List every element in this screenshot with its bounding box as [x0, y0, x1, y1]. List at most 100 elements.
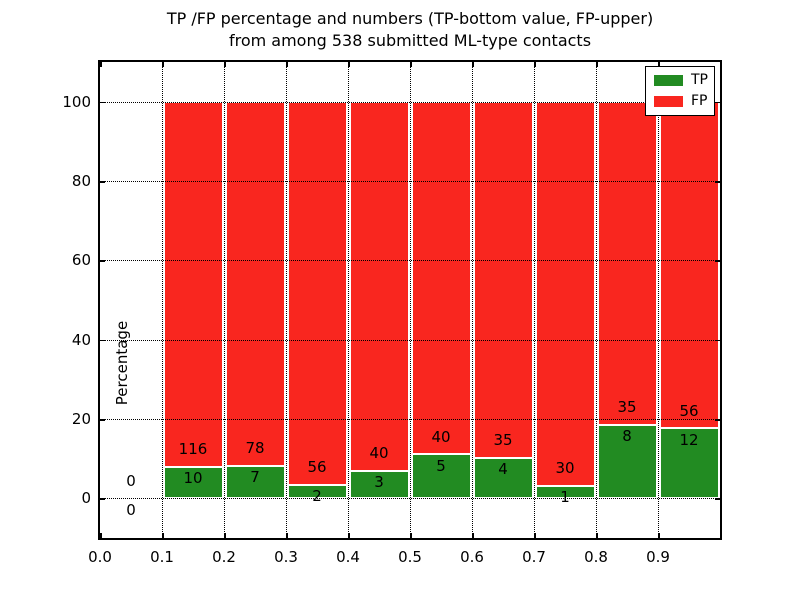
- legend-label: FP: [691, 93, 708, 109]
- tp-count-label: 7: [250, 468, 260, 487]
- y-tick-label: 60: [71, 251, 91, 270]
- y-axis-label: Percentage: [113, 320, 131, 406]
- tp-bar-segment: [411, 454, 471, 499]
- fp-count-label: 56: [307, 458, 327, 477]
- x-gridline: [286, 62, 287, 538]
- y-tick-mark-right: [715, 419, 720, 421]
- x-tick-label: 0.1: [150, 548, 174, 566]
- chart-title-line1: TP /FP percentage and numbers (TP-bottom…: [166, 9, 654, 28]
- x-tick-mark-top: [286, 62, 288, 67]
- tp-count-label: 0: [126, 500, 136, 519]
- x-tick-mark-top: [224, 62, 226, 67]
- tp-bar-segment: [473, 457, 533, 499]
- y-tick-mark: [100, 181, 105, 183]
- x-tick-mark: [534, 533, 536, 538]
- y-tick-label: 0: [81, 489, 91, 508]
- tp-bar-segment: [535, 485, 595, 499]
- tp-count-label: 2: [312, 487, 322, 506]
- y-tick-label: 100: [62, 92, 91, 111]
- x-tick-mark-top: [162, 62, 164, 67]
- x-tick-mark: [162, 533, 164, 538]
- x-tick-mark: [348, 533, 350, 538]
- tp-count-label: 3: [374, 473, 384, 492]
- y-tick-mark: [100, 419, 105, 421]
- x-tick-mark-top: [596, 62, 598, 67]
- legend: TP FP: [645, 66, 715, 116]
- y-tick-mark-right: [715, 101, 720, 104]
- x-tick-label: 0.9: [646, 548, 670, 566]
- fp-count-label: 30: [555, 459, 575, 478]
- x-gridline: [534, 62, 535, 538]
- x-gridline: [224, 62, 225, 538]
- x-tick-mark: [224, 533, 226, 538]
- x-tick-mark-top: [100, 62, 102, 67]
- x-tick-label: 0.5: [398, 548, 422, 566]
- y-tick-mark: [100, 101, 105, 104]
- tp-bar-segment: [287, 484, 347, 499]
- x-gridline: [162, 62, 163, 538]
- y-tick-mark: [100, 339, 105, 342]
- x-tick-label: 0.7: [522, 548, 546, 566]
- y-tick-mark-right: [715, 339, 720, 342]
- y-tick-label: 80: [71, 172, 91, 190]
- x-tick-label: 0.2: [212, 548, 236, 566]
- tp-count-label: 12: [679, 430, 699, 449]
- fp-bar-segment: [349, 101, 409, 471]
- tp-bar-segment: [349, 470, 409, 499]
- x-gridline: [410, 62, 411, 538]
- fp-count-label: 116: [178, 440, 208, 459]
- x-tick-mark: [472, 533, 474, 538]
- x-tick-mark: [596, 533, 598, 538]
- x-tick-mark-top: [534, 62, 536, 67]
- y-tick-label: 20: [71, 410, 91, 428]
- fp-bar-segment: [597, 101, 657, 425]
- x-tick-mark: [410, 533, 412, 538]
- x-gridline: [658, 62, 659, 538]
- tp-count-label: 5: [436, 456, 446, 475]
- legend-item: TP: [654, 72, 708, 88]
- legend-label: TP: [691, 72, 708, 88]
- tp-count-label: 10: [183, 469, 203, 488]
- fp-bar-segment: [473, 101, 533, 458]
- fp-bar-segment: [163, 101, 223, 467]
- chart-title-line2: from among 538 submitted ML-type contact…: [228, 31, 592, 50]
- x-tick-mark-top: [410, 62, 412, 67]
- fp-count-label: 35: [493, 431, 513, 450]
- fp-bar-segment: [411, 101, 471, 455]
- x-gridline: [348, 62, 349, 538]
- x-tick-mark: [658, 533, 660, 538]
- x-tick-label: 0.3: [274, 548, 298, 566]
- plot-area: Percentage Predicted probability 0.00.10…: [62, 60, 722, 566]
- x-tick-mark-top: [348, 62, 350, 67]
- chart-title: TP /FP percentage and numbers (TP-bottom…: [100, 8, 720, 52]
- x-tick-label: 0.8: [584, 548, 608, 566]
- fp-bar-segment: [225, 101, 285, 466]
- y-tick-mark: [100, 260, 105, 262]
- fp-bar-segment: [535, 101, 595, 486]
- y-tick-mark-right: [715, 260, 720, 262]
- tp-bar-segment: [659, 428, 719, 499]
- y-tick-mark-right: [715, 181, 720, 183]
- y-tick-mark: [100, 498, 105, 500]
- y-tick-label: 40: [71, 330, 91, 349]
- x-gridline: [596, 62, 597, 538]
- x-tick-label: 0.0: [88, 548, 112, 566]
- x-tick-mark: [286, 533, 288, 538]
- x-tick-label: 0.6: [460, 548, 484, 566]
- tp-bar-segment: [163, 466, 223, 499]
- x-tick-label: 0.4: [336, 548, 360, 566]
- tp-count-label: 8: [622, 427, 632, 446]
- legend-item: FP: [654, 93, 708, 109]
- fp-legend-swatch: [654, 95, 683, 107]
- fp-count-label: 40: [369, 444, 389, 463]
- x-tick-mark-top: [472, 62, 474, 67]
- tp-bar-segment: [597, 424, 657, 499]
- x-tick-mark: [100, 533, 102, 538]
- fp-bar-segment: [659, 101, 719, 429]
- fp-bar-segment: [287, 101, 347, 485]
- fp-count-label: 0: [126, 471, 136, 490]
- fp-count-label: 40: [431, 427, 451, 446]
- tp-legend-swatch: [654, 74, 683, 86]
- tp-count-label: 1: [560, 488, 570, 507]
